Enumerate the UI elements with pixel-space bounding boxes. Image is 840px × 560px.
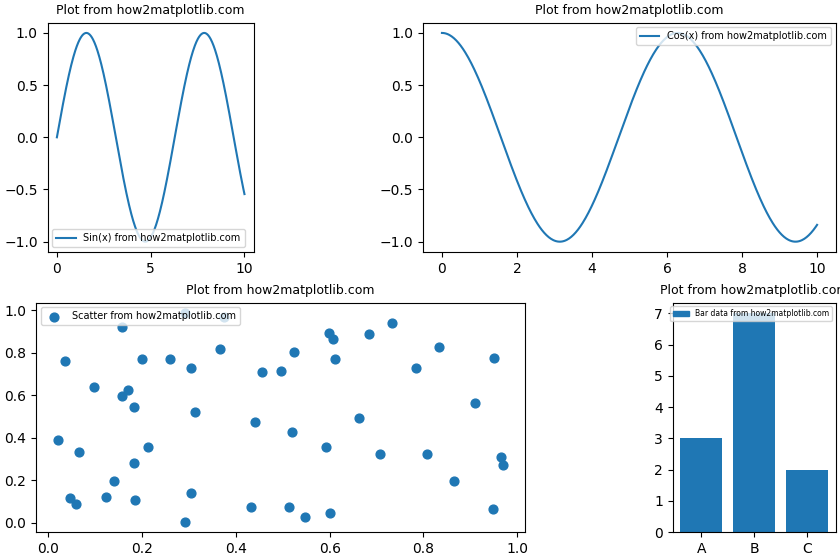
Sin(x) from how2matplotlib.com: [140, 239, 150, 245]
Line: Sin(x) from how2matplotlib.com: Sin(x) from how2matplotlib.com: [57, 33, 244, 242]
Sin(x) from how2matplotlib.com: [154, 212, 164, 219]
Scatter from how2matplotlib.com: [327, 335, 340, 344]
Scatter from how2matplotlib.com: [496, 461, 510, 470]
Scatter from how2matplotlib.com: [283, 503, 297, 512]
Scatter from how2matplotlib.com: [188, 407, 202, 416]
Scatter from how2matplotlib.com: [421, 449, 434, 458]
Scatter from how2matplotlib.com: [179, 517, 192, 526]
Scatter from how2matplotlib.com: [99, 493, 113, 502]
Cos(x) from how2matplotlib.com: [616, 128, 626, 135]
Sin(x) from how2matplotlib.com: [236, 172, 246, 179]
Scatter from how2matplotlib.com: [115, 323, 129, 332]
Legend: Bar data from how2matplotlib.com: Bar data from how2matplotlib.com: [670, 306, 832, 321]
Bar: [733, 314, 775, 532]
Scatter from how2matplotlib.com: [108, 476, 121, 485]
Scatter from how2matplotlib.com: [64, 494, 77, 503]
Sin(x) from how2matplotlib.com: [143, 237, 153, 244]
Scatter from how2matplotlib.com: [129, 496, 142, 505]
Scatter from how2matplotlib.com: [115, 391, 129, 400]
Scatter from how2matplotlib.com: [51, 436, 65, 445]
Scatter from how2matplotlib.com: [255, 368, 269, 377]
Title: Plot from how2matplotlib.com: Plot from how2matplotlib.com: [56, 4, 245, 17]
Scatter from how2matplotlib.com: [448, 477, 461, 486]
Sin(x) from how2matplotlib.com: [207, 37, 217, 44]
Scatter from how2matplotlib.com: [163, 354, 176, 363]
Scatter from how2matplotlib.com: [69, 500, 82, 508]
Scatter from how2matplotlib.com: [248, 418, 261, 427]
Cos(x) from how2matplotlib.com: [618, 122, 628, 128]
Sin(x) from how2matplotlib.com: [164, 166, 174, 172]
Scatter from how2matplotlib.com: [487, 353, 501, 362]
Scatter from how2matplotlib.com: [323, 508, 337, 517]
Bar: [786, 470, 828, 532]
Legend: Cos(x) from how2matplotlib.com: Cos(x) from how2matplotlib.com: [636, 27, 831, 45]
Scatter from how2matplotlib.com: [244, 502, 258, 511]
Scatter from how2matplotlib.com: [287, 348, 301, 357]
Scatter from how2matplotlib.com: [362, 330, 375, 339]
Cos(x) from how2matplotlib.com: [641, 66, 651, 72]
Cos(x) from how2matplotlib.com: [555, 239, 565, 245]
Bar: [680, 438, 722, 532]
Scatter from how2matplotlib.com: [184, 488, 197, 497]
Scatter from how2matplotlib.com: [274, 367, 287, 376]
Cos(x) from how2matplotlib.com: [745, 171, 755, 178]
Sin(x) from how2matplotlib.com: [199, 30, 209, 36]
Scatter from how2matplotlib.com: [323, 328, 336, 337]
Scatter from how2matplotlib.com: [72, 448, 86, 457]
Scatter from how2matplotlib.com: [178, 309, 192, 318]
Scatter from how2matplotlib.com: [127, 459, 140, 468]
Scatter from how2matplotlib.com: [410, 363, 423, 372]
Scatter from how2matplotlib.com: [87, 382, 101, 391]
Cos(x) from how2matplotlib.com: [812, 222, 822, 228]
Scatter from how2matplotlib.com: [185, 363, 198, 372]
Line: Cos(x) from how2matplotlib.com: Cos(x) from how2matplotlib.com: [442, 33, 817, 242]
Scatter from how2matplotlib.com: [122, 386, 135, 395]
Title: Plot from how2matplotlib.com: Plot from how2matplotlib.com: [535, 4, 724, 17]
Scatter from how2matplotlib.com: [468, 399, 481, 408]
Scatter from how2matplotlib.com: [352, 413, 365, 422]
Scatter from how2matplotlib.com: [374, 449, 387, 458]
Scatter from how2matplotlib.com: [319, 442, 333, 451]
Scatter from how2matplotlib.com: [328, 354, 342, 363]
Scatter from how2matplotlib.com: [135, 354, 149, 363]
Sin(x) from how2matplotlib.com: [141, 238, 151, 245]
Sin(x) from how2matplotlib.com: [239, 191, 249, 198]
Scatter from how2matplotlib.com: [494, 452, 507, 461]
Scatter from how2matplotlib.com: [218, 312, 231, 321]
Scatter from how2matplotlib.com: [432, 342, 445, 351]
Scatter from how2matplotlib.com: [128, 403, 141, 412]
Scatter from how2matplotlib.com: [141, 442, 155, 451]
Sin(x) from how2matplotlib.com: [52, 134, 62, 141]
Cos(x) from how2matplotlib.com: [804, 232, 814, 239]
Scatter from how2matplotlib.com: [385, 319, 398, 328]
Scatter from how2matplotlib.com: [213, 345, 227, 354]
Cos(x) from how2matplotlib.com: [661, 35, 671, 41]
Title: Plot from how2matplotlib.com: Plot from how2matplotlib.com: [660, 284, 840, 297]
Scatter from how2matplotlib.com: [486, 505, 500, 514]
Scatter from how2matplotlib.com: [286, 427, 299, 436]
Scatter from how2matplotlib.com: [58, 357, 71, 366]
Title: Plot from how2matplotlib.com: Plot from how2matplotlib.com: [186, 284, 375, 297]
Cos(x) from how2matplotlib.com: [437, 30, 447, 36]
Legend: Scatter from how2matplotlib.com: Scatter from how2matplotlib.com: [41, 307, 239, 325]
Scatter from how2matplotlib.com: [298, 513, 312, 522]
Legend: Sin(x) from how2matplotlib.com: Sin(x) from how2matplotlib.com: [52, 230, 244, 248]
